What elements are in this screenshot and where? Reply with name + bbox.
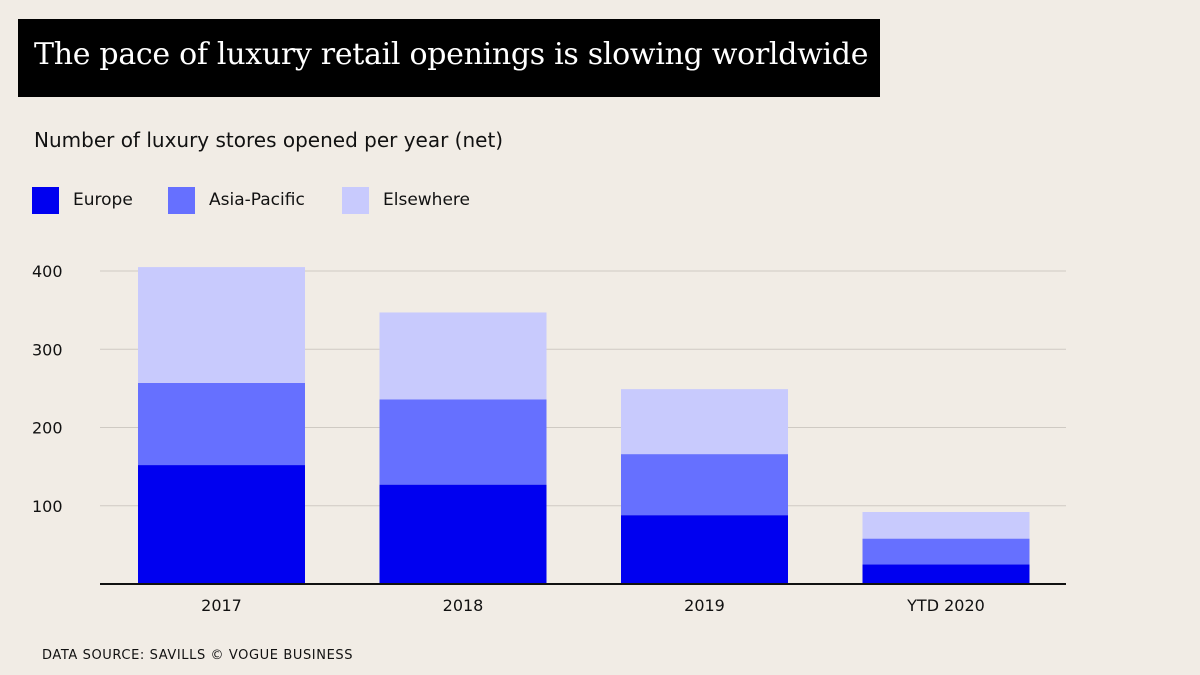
bar-asia-pacific-2 (621, 454, 788, 516)
bar-elsewhere-0 (138, 267, 305, 383)
bar-asia-pacific-0 (138, 382, 305, 466)
legend-swatch-europe (32, 187, 59, 214)
x-tick-label-2: 2019 (684, 596, 725, 615)
chart-subtitle: Number of luxury stores opened per year … (34, 128, 504, 152)
chart-title: The pace of luxury retail openings is sl… (34, 37, 869, 72)
bar-europe-1 (379, 484, 547, 584)
y-tick-label-400: 400 (32, 262, 63, 281)
bar-asia-pacific-1 (379, 399, 547, 485)
bar-elsewhere-3 (862, 512, 1030, 539)
bar-asia-pacific-3 (862, 538, 1030, 565)
x-tick-label-1: 2018 (443, 596, 484, 615)
bar-europe-2 (621, 515, 788, 584)
legend-swatch-asia-pacific (168, 187, 195, 214)
bar-europe-0 (138, 465, 305, 584)
legend-label-europe: Europe (73, 190, 133, 210)
legend-label-asia-pacific: Asia-Pacific (209, 190, 305, 210)
data-source: DATA SOURCE: SAVILLS © VOGUE BUSINESS (42, 648, 354, 663)
bar-elsewhere-1 (379, 312, 547, 400)
legend-label-elsewhere: Elsewhere (383, 190, 470, 210)
y-tick-label-200: 200 (32, 419, 63, 438)
x-tick-label-3: YTD 2020 (906, 596, 985, 615)
legend-swatch-elsewhere (342, 187, 369, 214)
bar-europe-3 (862, 564, 1030, 584)
x-tick-label-0: 2017 (201, 596, 242, 615)
y-tick-label-300: 300 (32, 340, 63, 359)
y-tick-label-100: 100 (32, 497, 63, 516)
bar-elsewhere-2 (621, 389, 788, 455)
title-banner: The pace of luxury retail openings is sl… (18, 19, 880, 97)
